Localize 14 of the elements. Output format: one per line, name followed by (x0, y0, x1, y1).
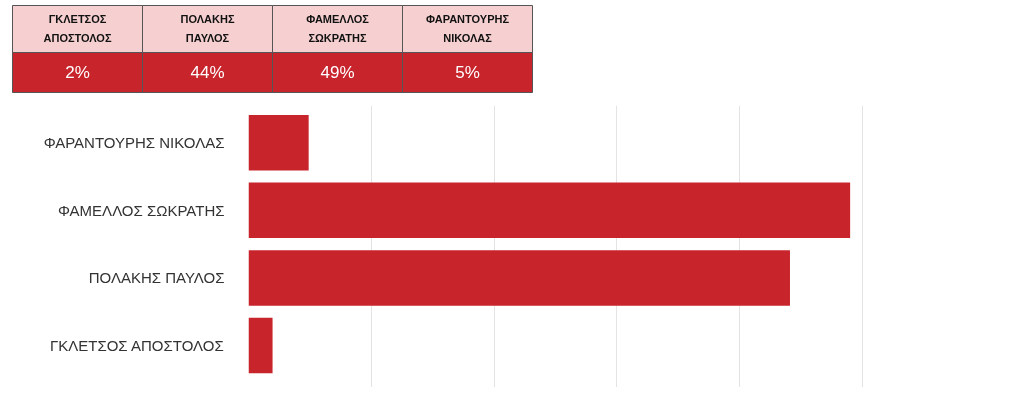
y-tick-label: ΦΑΜΕΛΛΟΣ ΣΩΚΡΑΤΗΣ (58, 201, 225, 219)
y-tick-label: ΓΚΛΕΤΣΟΣ ΑΠΟΣΤΟΛΟΣ (49, 337, 224, 355)
y-tick-label: ΦΑΡΑΝΤΟΥΡΗΣ ΝΙΚΟΛΑΣ (43, 134, 225, 152)
y-tick-label: ΠΟΛΑΚΗΣ ΠΑΥΛΟΣ (88, 269, 225, 287)
bar (248, 182, 851, 239)
category-label: ΦΑΡΑΝΤΟΥΡΗΣ ΝΙΚΟΛΑΣ (425, 12, 510, 44)
bar (248, 114, 309, 171)
data-label: 5% (455, 63, 480, 82)
data-label: 44% (190, 63, 225, 82)
category-label: ΦΑΜΕΛΛΟΣ ΣΩΚΡΑΤΗΣ (306, 12, 370, 44)
bar (248, 250, 790, 306)
data-label: 49% (320, 63, 355, 82)
data-label: 2% (65, 63, 90, 82)
bar (248, 317, 273, 374)
